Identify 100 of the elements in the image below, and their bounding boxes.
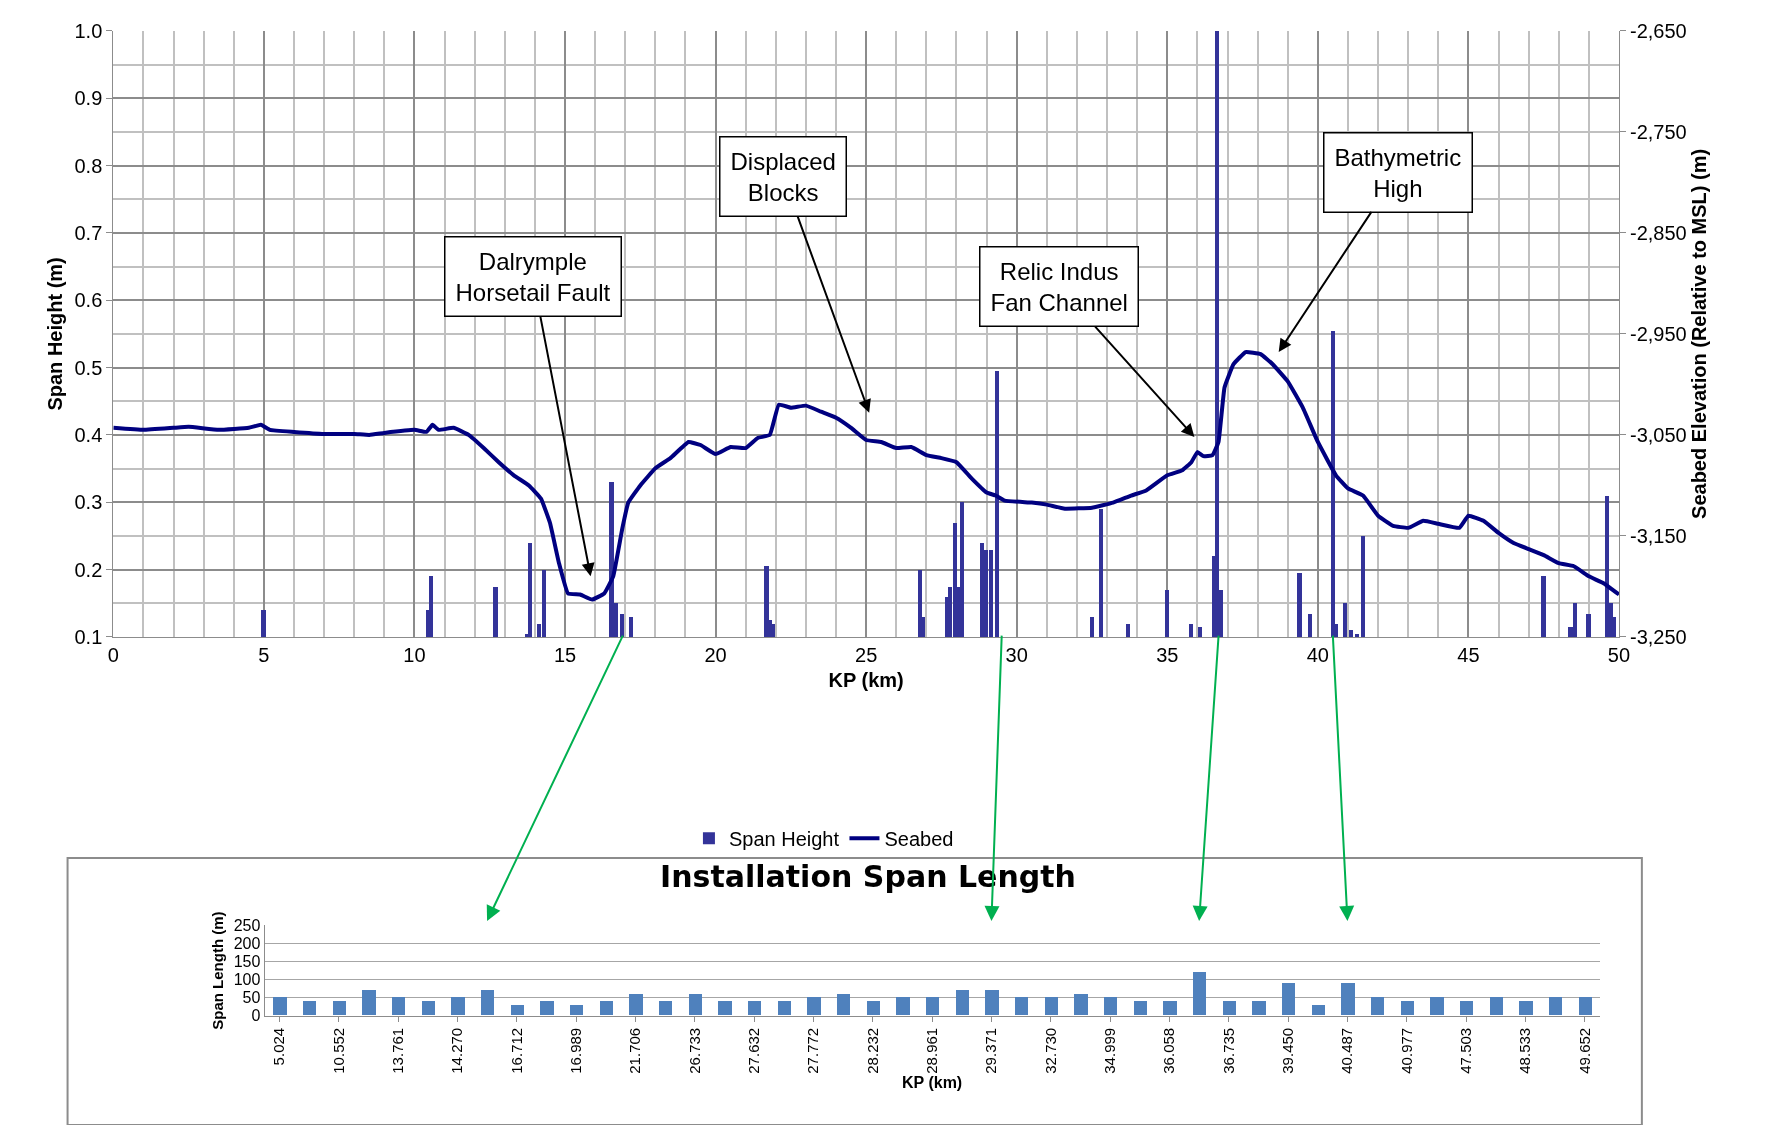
y-tick-label: 1.0 bbox=[74, 19, 103, 42]
bar bbox=[302, 1001, 316, 1016]
x-tick-label: 14.270 bbox=[448, 1027, 466, 1074]
x-tick-label: 40.487 bbox=[1338, 1027, 1356, 1074]
bar bbox=[1014, 997, 1028, 1016]
y-tick-label: 0.6 bbox=[74, 289, 103, 312]
bar bbox=[1251, 1001, 1266, 1016]
y-tick-label: 0.5 bbox=[74, 356, 103, 379]
y2-tick-label: -3,050 bbox=[1630, 423, 1687, 446]
annotation: Relic Indus Fan Channel bbox=[990, 257, 1128, 316]
x-tick-label: 0 bbox=[107, 643, 119, 666]
x-tick-label: 16.989 bbox=[566, 1027, 584, 1074]
y-tick-label: 0.7 bbox=[74, 221, 103, 244]
bar bbox=[1044, 997, 1058, 1016]
bar bbox=[1548, 997, 1562, 1016]
x-tick-label: 21.706 bbox=[626, 1027, 644, 1074]
bar bbox=[1162, 1001, 1177, 1016]
bar bbox=[777, 1001, 791, 1016]
bar bbox=[688, 994, 702, 1016]
bar bbox=[1370, 997, 1384, 1016]
y-tick-label: 0 bbox=[251, 1007, 261, 1025]
legend-label: Span Height bbox=[728, 828, 840, 851]
bar bbox=[272, 997, 287, 1016]
bar bbox=[1459, 1001, 1473, 1016]
y2-tick-label: -2,950 bbox=[1630, 322, 1687, 345]
bar bbox=[1518, 1001, 1533, 1016]
x-tick-label: 40.977 bbox=[1397, 1027, 1415, 1074]
x-tick-label: 10 bbox=[403, 643, 426, 666]
x-tick-label: 47.503 bbox=[1457, 1027, 1475, 1074]
annotation: Displaced Blocks bbox=[730, 147, 836, 206]
x-tick-label: 5.024 bbox=[270, 1027, 288, 1066]
x-tick-label: 29.371 bbox=[982, 1027, 1000, 1074]
y2-axis-title: Seabed Elevation (Relative to MSL) (m) bbox=[1688, 148, 1711, 519]
bar bbox=[1133, 1001, 1147, 1016]
bar bbox=[717, 1001, 732, 1016]
bar bbox=[955, 990, 969, 1016]
x-tick-label: 5 bbox=[258, 643, 270, 666]
x-tick-label: 30 bbox=[1005, 643, 1028, 666]
y-tick-label: 250 bbox=[233, 916, 261, 934]
bar bbox=[1103, 997, 1117, 1016]
bar bbox=[1281, 983, 1295, 1016]
bar bbox=[421, 1001, 435, 1016]
x-tick-label: 35 bbox=[1156, 643, 1179, 666]
y-tick-label: 0.2 bbox=[74, 558, 103, 581]
x-tick-label: 50 bbox=[1607, 643, 1631, 666]
x-tick-label: 10.552 bbox=[329, 1027, 347, 1074]
y2-tick-label: -2,850 bbox=[1630, 221, 1687, 244]
x-tick-label: 36.058 bbox=[1160, 1027, 1178, 1074]
bar bbox=[480, 990, 494, 1016]
x-tick-label: 32.730 bbox=[1041, 1027, 1059, 1074]
y-tick-label: 50 bbox=[242, 989, 261, 1007]
bar bbox=[1429, 997, 1444, 1016]
x-tick-label: 39.450 bbox=[1279, 1027, 1297, 1074]
y-tick-label: 0.8 bbox=[74, 154, 103, 177]
bar bbox=[361, 990, 376, 1016]
bar bbox=[747, 1001, 761, 1016]
bar bbox=[1192, 972, 1206, 1016]
y-tick-label: 0.9 bbox=[74, 87, 103, 110]
y2-tick-label: -2,650 bbox=[1630, 19, 1687, 42]
bar bbox=[925, 997, 939, 1016]
bar bbox=[866, 1001, 880, 1016]
x-tick-label: 16.712 bbox=[507, 1027, 525, 1074]
x-tick-label: 27.772 bbox=[804, 1027, 822, 1074]
y-tick-label: 200 bbox=[233, 935, 261, 953]
bar bbox=[1578, 997, 1592, 1016]
x-tick-label: 25 bbox=[855, 643, 878, 666]
x-tick-label: 45 bbox=[1457, 643, 1480, 666]
x-tick-label: 15 bbox=[553, 643, 577, 666]
annotation: Dalrymple Horsetail Fault bbox=[455, 247, 611, 306]
annotation: Bathymetric High bbox=[1334, 143, 1462, 202]
x-tick-label: 48.533 bbox=[1516, 1027, 1534, 1074]
y-tick-label: 0.3 bbox=[74, 491, 103, 514]
x-tick-label: 40 bbox=[1306, 643, 1329, 666]
y-tick-label: 0.4 bbox=[74, 423, 103, 446]
y-tick-label: 0.1 bbox=[74, 625, 103, 648]
bar bbox=[391, 997, 405, 1016]
y-tick-label: 150 bbox=[233, 953, 261, 971]
x-tick-label: 28.232 bbox=[863, 1027, 881, 1074]
bar bbox=[658, 1001, 672, 1016]
bar bbox=[1222, 1001, 1236, 1016]
bar bbox=[539, 1001, 554, 1016]
bar bbox=[1400, 1001, 1414, 1016]
y-tick-label: 100 bbox=[233, 971, 261, 989]
y2-tick-label: -2,750 bbox=[1630, 120, 1687, 143]
bar bbox=[450, 997, 465, 1016]
bar bbox=[510, 1005, 524, 1016]
x-tick-label: 49.652 bbox=[1575, 1027, 1593, 1074]
x-axis-title: KP (km) bbox=[828, 669, 904, 692]
x-tick-label: 34.999 bbox=[1101, 1027, 1118, 1074]
bar bbox=[806, 997, 821, 1016]
bar bbox=[1073, 994, 1088, 1016]
x-tick-label: 13.761 bbox=[388, 1027, 406, 1074]
legend-label: Seabed bbox=[884, 828, 954, 851]
bar bbox=[569, 1005, 583, 1016]
bar bbox=[1311, 1005, 1325, 1016]
y2-tick-label: -3,150 bbox=[1630, 524, 1687, 547]
y-axis-title: Span Height (m) bbox=[43, 257, 66, 411]
x-tick-label: 20 bbox=[704, 643, 727, 666]
bar bbox=[1489, 997, 1503, 1016]
bar bbox=[1340, 983, 1355, 1016]
